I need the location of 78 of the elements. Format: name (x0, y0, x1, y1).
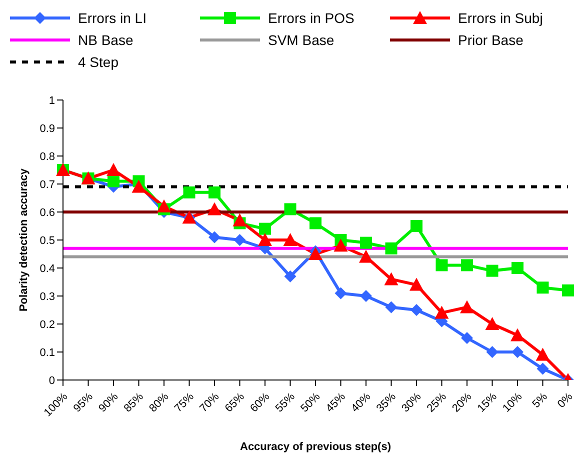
point (512, 262, 524, 274)
point (108, 175, 120, 188)
legend-label: Prior Base (458, 32, 524, 48)
y-tick-label: 0.3 (40, 290, 55, 303)
legend-label: SVM Base (268, 32, 334, 48)
point (208, 231, 220, 244)
x-tick-label: 80% (147, 390, 172, 415)
x-tick-label: 95% (71, 390, 96, 415)
point (510, 328, 524, 342)
legend-label: Errors in Subj (458, 10, 543, 26)
point (460, 300, 474, 314)
point (512, 346, 524, 358)
point (536, 282, 549, 294)
point (308, 247, 322, 260)
legend-label: 4 Step (78, 54, 118, 70)
x-tick-label: 50% (298, 390, 323, 415)
point (384, 272, 398, 286)
point (360, 236, 372, 249)
x-tick-label: 30% (400, 390, 424, 415)
y-tick-label: 1 (48, 94, 55, 107)
point (208, 202, 222, 216)
x-tick-label: 85% (122, 390, 146, 415)
x-tick-label: 90% (96, 390, 121, 415)
x-tick-label: 5% (530, 390, 550, 410)
point (284, 203, 296, 216)
point (208, 186, 220, 198)
point (410, 304, 422, 316)
y-tick-label: 0.8 (40, 150, 55, 163)
y-tick-label: 0.5 (40, 234, 55, 247)
point (334, 238, 348, 252)
point (562, 284, 574, 296)
point (536, 348, 550, 361)
x-axis-title: Accuracy of previous step(s) (240, 441, 392, 453)
point (283, 233, 298, 246)
y-tick-label: 0.6 (40, 206, 55, 219)
x-tick-label: 55% (273, 390, 298, 415)
y-axis-title: Polarity detection accuracy (18, 168, 30, 312)
point (436, 259, 448, 272)
point (536, 362, 549, 375)
point (485, 317, 500, 330)
y-tick-label: 0.2 (40, 318, 55, 331)
point (234, 234, 246, 246)
point (232, 213, 247, 226)
point (258, 233, 272, 246)
y-tick-label: 0.7 (40, 178, 55, 191)
point (183, 186, 196, 198)
point (284, 270, 296, 282)
y-tick-label: 0.1 (40, 346, 55, 359)
legend-label: Errors in LI (78, 10, 146, 26)
x-tick-label: 40% (349, 390, 374, 415)
legend-label: Errors in POS (268, 10, 354, 26)
point (434, 306, 449, 319)
y-tick-label: 0 (48, 374, 55, 387)
point (310, 217, 322, 230)
x-tick-label: 45% (324, 390, 348, 415)
point (385, 301, 398, 314)
y-tick-label: 0.4 (40, 262, 55, 275)
point (385, 242, 398, 254)
x-tick-label: 60% (248, 390, 272, 415)
point (359, 250, 373, 263)
x-tick-label: 70% (198, 390, 222, 415)
point (132, 180, 146, 193)
point (410, 220, 422, 232)
x-tick-label: 35% (374, 390, 399, 415)
point (486, 346, 498, 358)
y-tick-label: 0.9 (40, 122, 55, 135)
point (259, 222, 271, 235)
point (410, 278, 424, 291)
point (461, 259, 473, 272)
x-tick-label: 75% (172, 390, 197, 415)
point (360, 290, 372, 302)
x-tick-label: 65% (222, 390, 248, 415)
legend-label: NB Base (78, 32, 134, 48)
x-tick-label: 0% (555, 390, 576, 410)
point (486, 264, 498, 277)
point (106, 163, 120, 176)
point (461, 332, 473, 344)
point (334, 287, 347, 300)
